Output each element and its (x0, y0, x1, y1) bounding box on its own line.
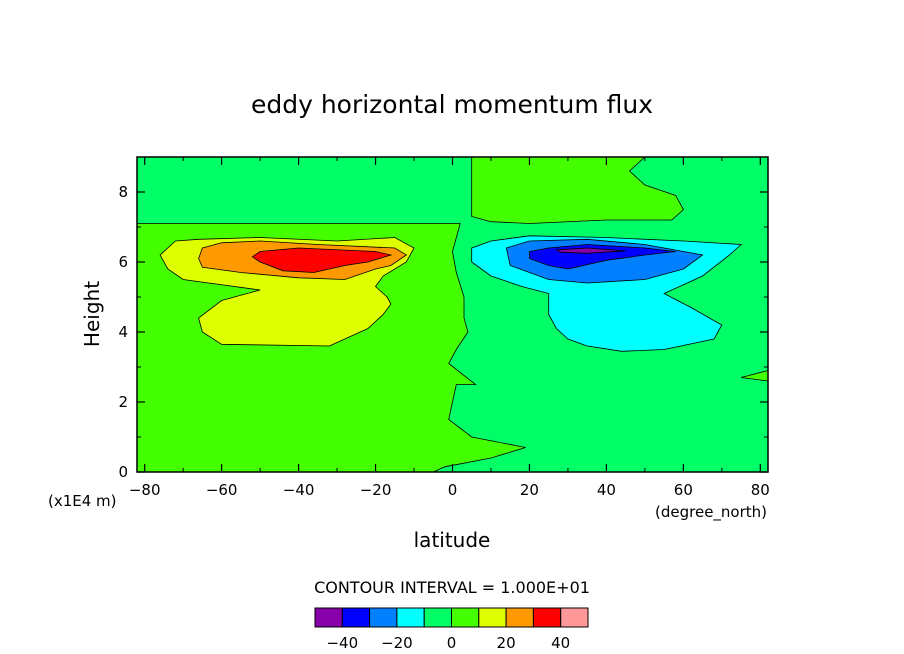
x-tick-label: 80 (751, 481, 770, 499)
colorbar-tick-label: −40 (326, 634, 358, 652)
x-axis-units: (degree_north) (655, 503, 767, 522)
x-tick-label: 0 (448, 481, 458, 499)
contour-region-9 (555, 247, 626, 254)
x-tick-label: −60 (206, 481, 238, 499)
y-tick-label: 6 (118, 253, 128, 271)
colorbar-swatch (505, 607, 534, 628)
x-tick-label: −40 (283, 481, 315, 499)
contour-region-1 (471, 157, 684, 224)
y-axis-units: (x1E4 m) (48, 492, 117, 510)
x-axis-ticks: −80 −60 −40 −20 0 20 40 60 80 (129, 157, 770, 499)
colorbar-swatch (314, 607, 343, 628)
colorbar-swatch (341, 607, 371, 628)
y-tick-label: 0 (118, 463, 128, 481)
colorbar-swatch (396, 607, 425, 628)
x-tick-label: 20 (520, 481, 539, 499)
contour-interval-label: CONTOUR INTERVAL = 1.000E+01 (314, 578, 590, 597)
contour-fill-regions (137, 157, 768, 472)
y-tick-label: 8 (118, 183, 128, 201)
colorbar-swatch (478, 607, 507, 628)
chart-title: eddy horizontal momentum flux (251, 90, 653, 119)
colorbar-swatch (451, 607, 480, 628)
y-axis-ticks: 0 2 4 6 8 (118, 156, 768, 481)
colorbar-tick-label: −20 (381, 634, 413, 652)
x-tick-label: −80 (129, 481, 161, 499)
x-axis-label: latitude (414, 528, 491, 552)
colorbar-swatch (560, 607, 589, 628)
colorbar: −40 −20 0 20 40 (314, 607, 589, 652)
colorbar-tick-label: 20 (497, 634, 516, 652)
y-axis-label: Height (80, 281, 104, 347)
x-tick-label: 40 (597, 481, 616, 499)
x-tick-label: −20 (360, 481, 392, 499)
x-tick-label: 60 (674, 481, 693, 499)
contour-region-2 (740, 370, 768, 382)
colorbar-tick-label: 40 (551, 634, 570, 652)
colorbar-tick-label: 0 (447, 634, 457, 652)
colorbar-swatch (369, 607, 398, 628)
y-tick-label: 4 (118, 323, 128, 341)
y-tick-label: 2 (118, 393, 128, 411)
colorbar-swatch (532, 607, 562, 628)
colorbar-swatch (423, 607, 453, 628)
contour-region-5 (251, 247, 393, 273)
